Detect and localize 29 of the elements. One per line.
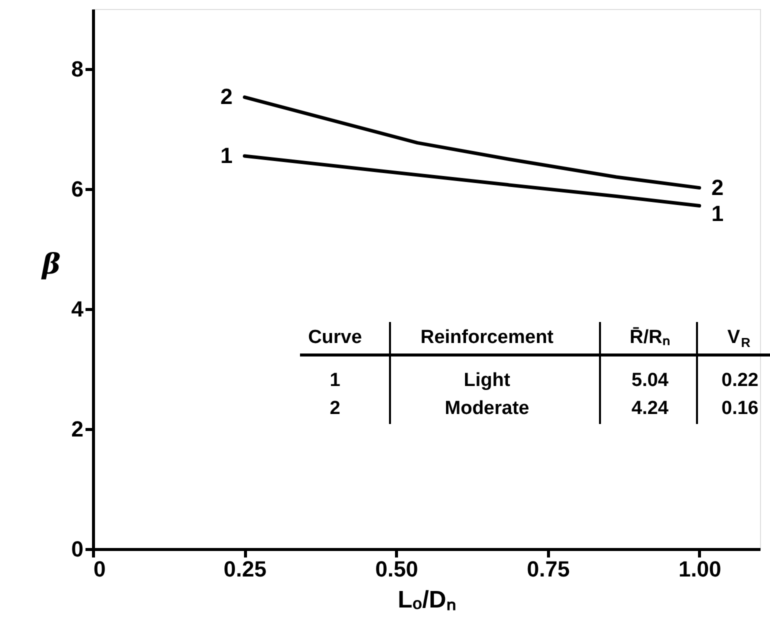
annotation: 1 [711,200,724,226]
y-tick-label: 0 [71,536,84,562]
x-tick-label: 0.25 [224,556,267,582]
series-label: 2 [220,84,233,110]
x-tick-label: 0.50 [375,556,418,582]
annotation: 0.16 [722,398,758,419]
y-tick-label: 4 [71,296,84,322]
series-label: 1 [220,143,233,168]
annotation: Light [464,370,511,391]
x-axis-title: Lₒ/Dₙ [398,586,456,614]
annotation: Moderate [444,398,530,419]
annotation: 0.22 [722,370,758,391]
y-axis-title: β [40,248,61,280]
x-tick-label: 0 [94,556,106,582]
line-series [242,95,702,190]
annotation: 5.04 [632,370,669,391]
annotation: R̄/Rₙ [630,326,670,348]
text: 1 [330,370,340,391]
y-tick-label: 2 [71,416,84,442]
annotation: 4.24 [632,398,669,419]
annotation: Curve [308,327,362,348]
x-tick-label: 1.00 [678,556,722,582]
x-tick-label: 0.75 [526,556,570,582]
y-tick-label: 8 [71,56,84,82]
annotation: Reinforcement [420,327,554,348]
y-tick-label: 6 [71,176,84,202]
text: 2 [330,398,340,419]
annotation: 2 [711,174,724,200]
line-series [242,154,702,208]
